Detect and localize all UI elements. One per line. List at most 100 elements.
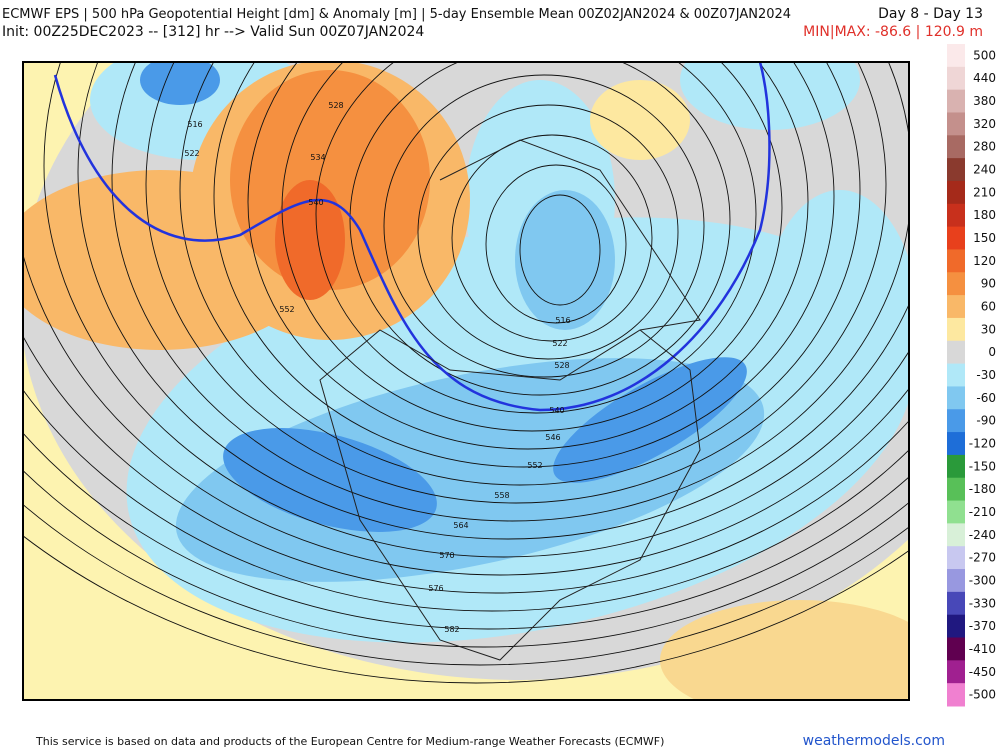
colorbar-label: -500 <box>969 688 996 702</box>
contour-label: 546 <box>545 433 560 442</box>
contour-line <box>383 74 705 378</box>
colorbar-swatch <box>947 637 965 661</box>
contour-label: 552 <box>279 305 294 314</box>
colorbar-swatch <box>947 363 965 387</box>
period: Day 8 - Day 13 <box>878 6 983 22</box>
colorbar-swatch <box>947 44 965 68</box>
colorbar-label: 320 <box>973 117 996 131</box>
contour-line <box>519 194 601 306</box>
colorbar-swatch <box>947 546 965 570</box>
colorbar-swatch <box>947 272 965 296</box>
map-frame <box>22 61 910 701</box>
colorbar-label: 60 <box>981 300 996 314</box>
colorbar-label: -370 <box>969 619 996 633</box>
colorbar-swatch <box>947 454 965 479</box>
colorbar-label: -210 <box>969 505 996 519</box>
colorbar-swatch <box>947 180 965 205</box>
colorbar-label: 380 <box>973 94 996 108</box>
colorbar-swatch <box>947 660 965 684</box>
contour-label: 516 <box>555 316 570 325</box>
colorbar-label: -450 <box>969 665 996 679</box>
contour-line <box>145 62 887 504</box>
colorbar-label: -30 <box>976 368 996 382</box>
colorbar-swatch <box>947 317 965 342</box>
colorbar-swatch <box>947 203 965 228</box>
contour-line <box>23 62 909 576</box>
colorbar-label: 240 <box>973 163 996 177</box>
colorbar-label: 280 <box>973 140 996 154</box>
colorbar-label: 90 <box>981 277 996 291</box>
contour-line <box>23 469 909 648</box>
contour-line <box>23 335 909 594</box>
credit: This service is based on data and produc… <box>35 735 664 748</box>
colorbar-label: -270 <box>969 551 996 565</box>
colorbar-swatch <box>947 340 965 365</box>
contour-label: 540 <box>308 198 323 207</box>
colorbar-label: -60 <box>976 391 996 405</box>
title: ECMWF EPS | 500 hPa Geopotential Height … <box>2 7 791 22</box>
site[interactable]: weathermodels.com <box>803 733 945 749</box>
colorbar-swatch <box>947 683 965 707</box>
colorbar-swatch <box>947 112 965 136</box>
colorbar-label: -150 <box>969 459 996 473</box>
colorbar-swatch <box>947 500 965 524</box>
init: Init: 00Z25DEC2023 -- [312] hr --> Valid… <box>2 24 424 40</box>
colorbar-label: 30 <box>981 322 996 336</box>
map <box>23 62 909 700</box>
contour-line <box>43 62 909 558</box>
contour-label: 540 <box>549 406 564 415</box>
contour-label: 522 <box>552 339 567 348</box>
contour-line <box>281 62 783 432</box>
colorbar-swatch <box>947 386 965 410</box>
colorbar-swatch <box>947 409 965 433</box>
colorbar-swatch <box>947 569 965 593</box>
colorbar-label: -120 <box>969 436 996 450</box>
contour-line <box>23 535 909 684</box>
contour-line <box>247 62 809 450</box>
contour-label: 576 <box>428 584 443 593</box>
colorbar-label: 210 <box>973 185 996 199</box>
contour-label: 522 <box>184 149 199 158</box>
contour-label: 564 <box>453 521 468 530</box>
colorbar-swatch <box>947 135 965 159</box>
contour-line <box>349 62 731 396</box>
contour-label: 534 <box>310 153 325 162</box>
contour-label: 582 <box>444 625 459 634</box>
contour-label: 516 <box>187 120 202 129</box>
contour-line <box>213 62 835 468</box>
colorbar-label: 120 <box>973 254 996 268</box>
contour-label: 570 <box>439 551 454 560</box>
minmax: MIN|MAX: -86.6 | 120.9 m <box>803 24 983 40</box>
colorbar-label: -330 <box>969 596 996 610</box>
colorbar-label: -180 <box>969 482 996 496</box>
colorbar-swatch <box>947 523 965 547</box>
colorbar-swatch <box>947 66 965 91</box>
colorbar-label: 180 <box>973 208 996 222</box>
contour-line <box>315 62 757 414</box>
contour-line <box>23 503 909 666</box>
colorbar-swatch <box>947 158 965 182</box>
colorbar-swatch <box>947 226 965 250</box>
contour-label: 528 <box>554 361 569 370</box>
contour-line <box>485 164 627 324</box>
colorbar-swatch <box>947 432 965 456</box>
colorbar-swatch <box>947 591 965 616</box>
colorbar-label: -410 <box>969 642 996 656</box>
contour-line <box>417 104 679 360</box>
colorbar-label: 150 <box>973 231 996 245</box>
contour-label: 552 <box>527 461 542 470</box>
colorbar-swatch <box>947 614 965 639</box>
contour-label: 528 <box>328 101 343 110</box>
contour-line <box>77 62 909 540</box>
contour-label: 558 <box>494 491 509 500</box>
colorbar-swatch <box>947 295 965 319</box>
colorbar-swatch <box>947 249 965 273</box>
colorbar-label: -300 <box>969 573 996 587</box>
colorbar-label: -90 <box>976 414 996 428</box>
colorbar-label: 440 <box>973 71 996 85</box>
contour-line <box>111 62 909 522</box>
contour-line <box>23 432 909 630</box>
colorbar-swatch <box>947 477 965 502</box>
contour-line <box>23 388 909 612</box>
